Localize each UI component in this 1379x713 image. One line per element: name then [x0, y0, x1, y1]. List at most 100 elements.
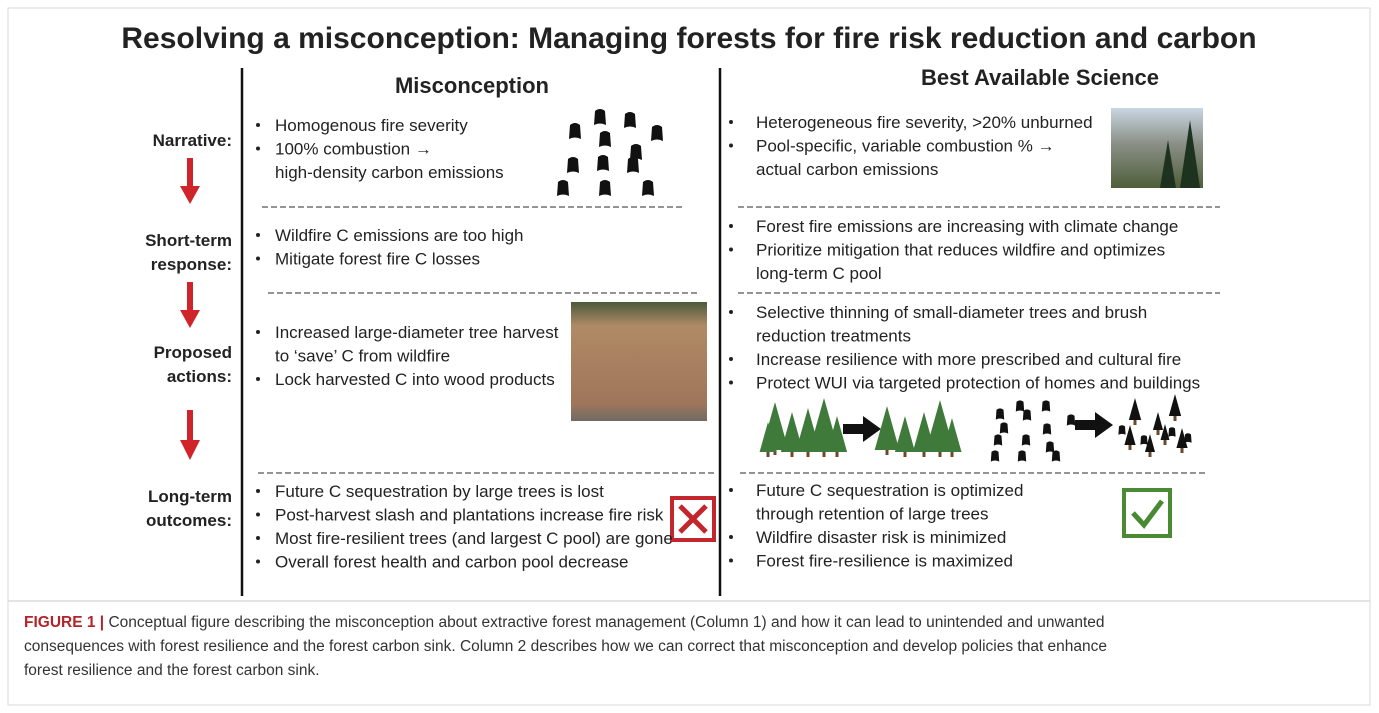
stump: [1043, 423, 1051, 434]
caption-label: FIGURE 1 |: [24, 614, 104, 631]
bullet: [729, 357, 733, 361]
bullet-text: Overall forest health and carbon pool de…: [275, 553, 628, 572]
bullet-text: Forest fire-resilience is maximized: [756, 552, 1013, 571]
bullet-text: Increase resilience with more prescribed…: [756, 350, 1181, 369]
trunk: [836, 452, 839, 457]
stump: [567, 157, 579, 173]
caption-line: Conceptual figure describing the misconc…: [104, 614, 1104, 631]
bullet-text: Mitigate forest fire C losses: [275, 250, 480, 269]
bullet: [729, 559, 733, 563]
column-heading: Best Available Science: [921, 65, 1159, 90]
bullet-text: Heterogeneous fire severity, >20% unburn…: [756, 113, 1093, 132]
bullet-text: high-density carbon emissions: [275, 163, 504, 182]
stump: [996, 408, 1004, 419]
bullet-text: actual carbon emissions: [756, 160, 938, 179]
caption-line: forest resilience and the forest carbon …: [24, 662, 320, 679]
stump: [597, 155, 609, 171]
bullet: [729, 535, 733, 539]
bullet: [729, 144, 733, 148]
stump: [651, 125, 663, 141]
tree: [1153, 412, 1163, 430]
row-label: actions:: [167, 367, 232, 386]
stump: [599, 180, 611, 196]
row-label: Narrative:: [153, 131, 232, 150]
bullet: [256, 233, 260, 237]
bullet: [256, 513, 260, 517]
bullet: [256, 489, 260, 493]
bullet-text: Wildfire disaster risk is minimized: [756, 528, 1006, 547]
trunk: [923, 452, 926, 457]
bullet: [256, 330, 260, 334]
stump: [557, 180, 569, 196]
caption-line: consequences with forest resilience and …: [24, 638, 1107, 655]
bullet-text: Wildfire C emissions are too high: [275, 226, 523, 245]
stump: [1022, 434, 1030, 445]
trunk: [904, 452, 907, 457]
tree: [1169, 394, 1181, 416]
bullet-text: reduction treatments: [756, 327, 911, 346]
trunk: [939, 452, 942, 457]
stump: [991, 450, 999, 461]
row-label: Short-term: [145, 231, 232, 250]
trunk: [1164, 440, 1167, 445]
stump: [1067, 414, 1075, 425]
bullet-text: through retention of large trees: [756, 505, 988, 524]
trunk: [1174, 416, 1177, 421]
bullet: [256, 536, 260, 540]
trunk: [807, 452, 810, 457]
tree: [1129, 398, 1141, 420]
row-label: Proposed: [154, 343, 232, 362]
stump: [599, 131, 611, 147]
stump: [1042, 400, 1050, 411]
bullet-text: Homogenous fire severity: [275, 116, 468, 135]
bullet: [256, 560, 260, 564]
stump: [1016, 400, 1024, 411]
stump: [1168, 427, 1175, 437]
bullet: [256, 377, 260, 381]
stump: [1184, 433, 1191, 443]
bullet: [256, 123, 260, 127]
trunk: [1149, 452, 1152, 457]
tree: [895, 416, 915, 452]
row-label: Long-term: [148, 487, 232, 506]
bullet-text: Most fire-resilient trees (and largest C…: [275, 529, 673, 548]
bullet: [729, 248, 733, 252]
bullet-text: to ‘save’ C from wildfire: [275, 347, 450, 366]
bullet-text: Lock harvested C into wood products: [275, 370, 555, 389]
stump: [1140, 435, 1147, 445]
bullet: [729, 381, 733, 385]
row-label: outcomes:: [146, 511, 232, 530]
caption: FIGURE 1 | Conceptual figure describing …: [24, 614, 1105, 631]
stump: [1000, 422, 1008, 433]
bullet: [729, 310, 733, 314]
bullet-text: Post-harvest slash and plantations incre…: [275, 506, 664, 525]
bullet-text: Selective thinning of small-diameter tre…: [756, 303, 1147, 322]
bullet: [256, 147, 260, 151]
bullet-text: Forest fire emissions are increasing wit…: [756, 217, 1178, 236]
stump: [1018, 450, 1026, 461]
trunk: [1134, 420, 1137, 425]
bullet-text: Increased large-diameter tree harvest: [275, 323, 559, 342]
column-heading: Misconception: [395, 73, 549, 98]
stump: [1118, 425, 1125, 435]
trunk: [767, 452, 770, 457]
trunk: [886, 450, 889, 455]
positive-outcome-icon: [1124, 490, 1170, 536]
stump: [569, 123, 581, 139]
trunk: [823, 452, 826, 457]
stump: [1046, 441, 1054, 452]
bullet: [729, 224, 733, 228]
stump: [627, 157, 639, 173]
stump: [994, 434, 1002, 445]
trunk: [1181, 448, 1184, 453]
stump: [624, 112, 636, 128]
row-label: response:: [151, 255, 232, 274]
bullet: [729, 120, 733, 124]
trunk: [1129, 445, 1132, 450]
figure: Resolving a misconception: Managing fore…: [0, 0, 1379, 713]
bullet-text: long-term C pool: [756, 264, 882, 283]
bullet-text: Prioritize mitigation that reduces wildf…: [756, 241, 1165, 260]
trunk: [1157, 430, 1160, 435]
trunk: [951, 452, 954, 457]
log-pile-photo: [571, 302, 707, 421]
